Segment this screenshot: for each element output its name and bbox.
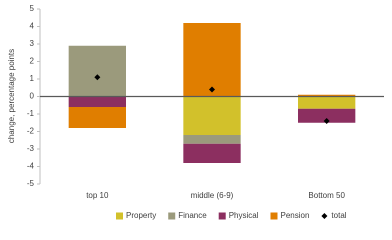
legend-label: Finance	[178, 211, 207, 220]
y-tick-label: -4	[27, 162, 35, 171]
x-tick-label: middle (6-9)	[191, 191, 234, 200]
bar-segment	[298, 108, 356, 123]
bar-segment	[68, 107, 126, 128]
legend-swatch	[168, 212, 176, 220]
y-tick-label: 4	[30, 22, 35, 31]
bar-segment	[298, 94, 356, 97]
legend-swatch	[270, 212, 278, 220]
legend-marker	[321, 213, 328, 219]
y-tick-label: 3	[30, 39, 35, 48]
y-tick-label: -1	[27, 109, 35, 118]
bar-segment	[183, 23, 241, 97]
legend-swatch	[116, 212, 123, 220]
chart: change, percentage points 5 4 3 2 1 0 -1 -2 -3 -4…	[7, 4, 384, 220]
bar-segment	[68, 45, 126, 97]
total-marker	[94, 74, 101, 81]
legend-label: total	[331, 211, 346, 220]
y-tick-label: -3	[27, 144, 35, 153]
legend-label: Pension	[281, 211, 310, 220]
x-tick-label: Bottom 50	[308, 191, 345, 200]
legend-label: Physical	[229, 211, 259, 220]
legend-label: Property	[126, 211, 156, 220]
y-tick-label: 0	[30, 92, 35, 101]
bar-segment	[183, 135, 241, 144]
bar-segment	[183, 143, 241, 163]
total-marker	[323, 118, 330, 124]
y-tick-label: 2	[30, 57, 35, 66]
y-axis-label: change, percentage points	[7, 49, 16, 143]
page: change, percentage points 5 4 3 2 1 0 -1 -2 -3 -4…	[7, 4, 384, 221]
y-tick-label: 5	[30, 4, 35, 13]
y-tick-label: -5	[27, 179, 35, 188]
y-tick-label: 1	[30, 74, 35, 83]
legend-swatch	[218, 212, 226, 220]
bar-segment	[183, 96, 241, 135]
bar-segment	[68, 96, 126, 107]
x-tick-label: top 10	[86, 191, 109, 200]
y-tick-label: -2	[27, 127, 35, 136]
total-marker	[209, 86, 215, 93]
bar-segment	[298, 96, 356, 109]
